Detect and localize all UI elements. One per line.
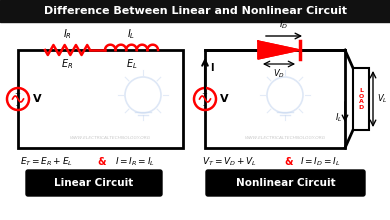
Text: WWW.ELECTRICALTECHNOLOGY.ORG: WWW.ELECTRICALTECHNOLOGY.ORG (245, 136, 326, 140)
Text: $I = I_D = I_L$: $I = I_D = I_L$ (300, 156, 340, 168)
FancyBboxPatch shape (26, 170, 162, 196)
Text: V: V (33, 94, 42, 104)
Text: I: I (210, 63, 213, 73)
Text: +: + (201, 91, 207, 97)
Text: $I_L$: $I_L$ (335, 112, 342, 124)
Text: -: - (16, 102, 18, 108)
Text: +: + (14, 91, 20, 97)
Text: Nonlinear Circuit: Nonlinear Circuit (236, 178, 335, 188)
Bar (353, 68, 369, 130)
Text: $E_L$: $E_L$ (126, 57, 137, 71)
Text: L
O
A
D: L O A D (358, 88, 363, 110)
Text: $I = I_R = I_L$: $I = I_R = I_L$ (115, 156, 155, 168)
Text: $V_T = V_D + V_L$: $V_T = V_D + V_L$ (202, 156, 257, 168)
Text: &: & (285, 157, 293, 167)
Text: $E_T = E_R + E_L$: $E_T = E_R + E_L$ (20, 156, 73, 168)
Text: -: - (203, 102, 205, 108)
Bar (0, 0, 390, 22)
Text: $V_D$: $V_D$ (273, 68, 285, 81)
Polygon shape (258, 41, 300, 59)
Bar (205, 50, 345, 148)
Text: &: & (98, 157, 106, 167)
Text: WWW.ELECTRICALTECHNOLOGY.ORG: WWW.ELECTRICALTECHNOLOGY.ORG (70, 136, 151, 140)
Text: $I_D$: $I_D$ (279, 18, 289, 31)
Text: $I_L$: $I_L$ (128, 27, 136, 41)
Text: $E_R$: $E_R$ (61, 57, 74, 71)
Text: $V_L$: $V_L$ (377, 93, 388, 105)
Text: V: V (220, 94, 229, 104)
FancyBboxPatch shape (206, 170, 365, 196)
Text: Difference Between Linear and Nonlinear Circuit: Difference Between Linear and Nonlinear … (44, 6, 346, 16)
Text: $I_R$: $I_R$ (63, 27, 72, 41)
Bar (18, 50, 183, 148)
Text: Linear Circuit: Linear Circuit (54, 178, 134, 188)
